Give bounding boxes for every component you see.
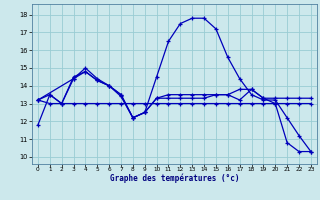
X-axis label: Graphe des températures (°c): Graphe des températures (°c) xyxy=(110,174,239,183)
